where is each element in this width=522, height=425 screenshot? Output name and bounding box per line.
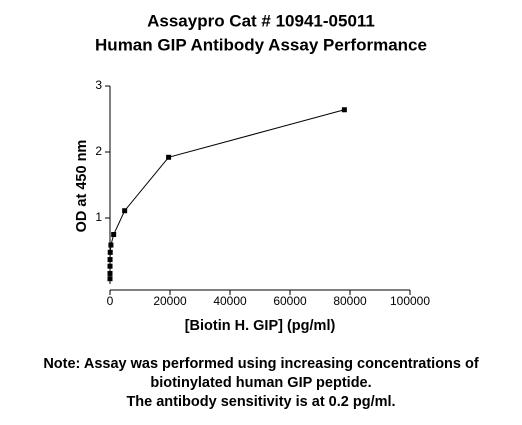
y-tick-label: 3 [95,78,102,92]
marker [166,154,172,160]
marker [107,263,113,269]
marker [108,242,114,248]
x-tick-label: 40000 [213,294,247,308]
marker [107,276,113,282]
chart-title: Assaypro Cat # 10941-05011 [147,11,375,30]
marker [122,208,128,214]
y-tick-label: 1 [95,210,102,224]
x-tick-label: 0 [107,294,114,308]
marker [107,270,113,276]
chart-title: Human GIP Antibody Assay Performance [95,35,427,54]
line [109,109,345,279]
x-tick-label: 20000 [153,294,187,308]
marker [107,257,113,263]
note: biotinylated human GIP peptide. [150,375,371,391]
x-tick-label: 80000 [333,294,367,308]
marker [107,249,113,255]
x-tick-label: 60000 [273,294,307,308]
note: The antibody sensitivity is at 0.2 pg/ml… [126,394,395,410]
x-tick-label: 100000 [390,294,430,308]
marker [341,107,347,113]
marker [111,232,117,237]
x-axis-label: [Biotin H. GIP] (pg/ml) [185,318,336,334]
note: Note: Assay was performed using increasi… [43,356,479,372]
y-axis-label: OD at 450 nm [74,140,90,233]
y-tick-label: 2 [95,144,102,158]
